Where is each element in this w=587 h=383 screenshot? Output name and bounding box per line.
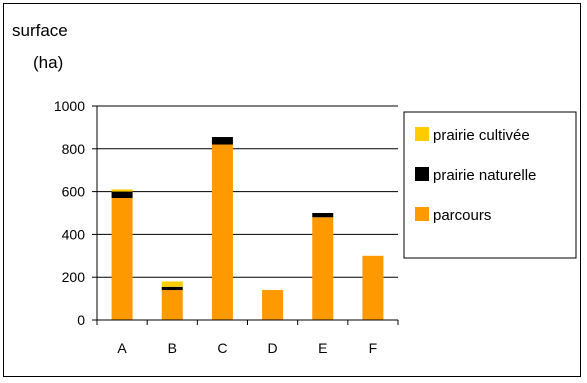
bar-segment [262, 290, 284, 320]
y-axis-label-line1: surface [12, 21, 68, 40]
x-tick-label: B [168, 340, 177, 356]
legend-label: parcours [433, 207, 491, 224]
x-tick-label: E [318, 340, 327, 356]
y-tick-label: 200 [62, 269, 86, 285]
bar-segment [211, 144, 233, 320]
y-tick-label: 400 [62, 226, 86, 242]
bar-segment [161, 290, 183, 320]
bar-segment [111, 198, 133, 320]
bar-segment [211, 137, 233, 145]
x-axis-ticks: A B C D E F [96, 320, 399, 356]
legend-box [403, 111, 577, 259]
x-tick-label: D [268, 340, 278, 356]
x-tick-label: A [117, 340, 127, 356]
gridlines [97, 105, 398, 278]
legend-label: prairie naturelle [433, 167, 536, 184]
bar-segment [161, 281, 183, 287]
x-tick-label: F [369, 340, 378, 356]
legend-swatch [415, 127, 429, 141]
bar-segment [111, 191, 133, 199]
bar-segment [161, 286, 183, 291]
bar-segment [362, 255, 384, 320]
legend-swatch [415, 207, 429, 221]
y-tick-label: 800 [62, 141, 86, 157]
bar-segment [312, 213, 334, 218]
legend-swatch [415, 167, 429, 181]
axes [96, 106, 398, 321]
bar-segment [312, 217, 334, 320]
bar-segment [111, 189, 133, 192]
legend-label: prairie cultivée [433, 127, 530, 144]
legend: prairie cultivée prairie naturelle parcour… [415, 127, 536, 224]
bars [111, 137, 384, 320]
y-tick-label: 1000 [54, 98, 85, 114]
y-tick-label: 0 [77, 312, 85, 328]
y-axis-ticks: 0 200 400 600 800 1000 [54, 98, 97, 328]
y-axis-label-line2: (ha) [33, 53, 63, 72]
y-tick-label: 600 [62, 184, 86, 200]
x-tick-label: C [217, 340, 227, 356]
